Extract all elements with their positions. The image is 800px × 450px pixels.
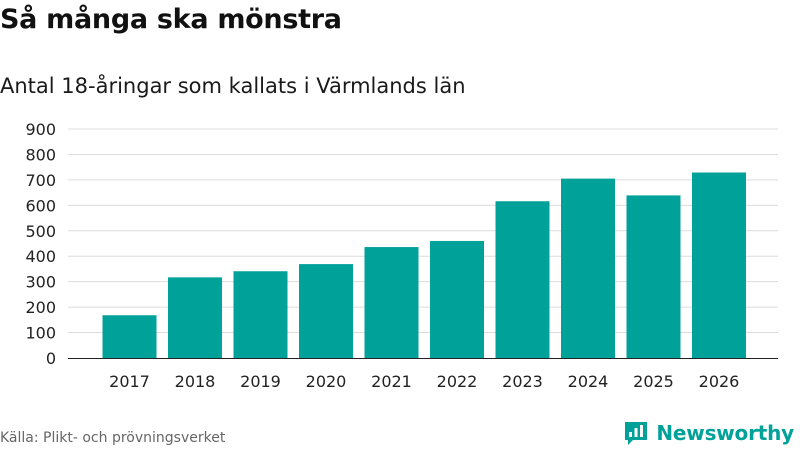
x-tick-label-2017: 2017 [109,372,150,391]
bars [102,172,746,358]
bar-chart-speech-bubble-icon [625,422,648,445]
y-tick-label: 0 [46,349,56,368]
y-axis-tick-labels: 0 100 200 300 400 500 600 700 800 900 [25,120,56,368]
y-tick-label: 500 [25,222,56,241]
x-tick-label-2026: 2026 [699,372,740,391]
brand-name: Newsworthy [656,421,794,445]
x-tick-label-2019: 2019 [240,372,281,391]
chart-title: Så många ska mönstra [0,4,342,35]
y-tick-label: 800 [25,145,56,164]
bar-2021 [364,247,419,358]
y-tick-label: 700 [25,171,56,190]
bar-2023 [495,201,550,358]
x-axis-tick-labels: 2017 2018 2019 2020 2021 2022 2023 2024 2025 2026 [109,372,739,391]
x-tick-label-2021: 2021 [371,372,412,391]
y-tick-label: 200 [25,298,56,317]
source-note: Källa: Plikt- och prövningsverket [0,430,226,446]
bar-2026 [692,172,746,358]
bar-2024 [561,178,615,358]
y-tick-label: 100 [25,324,56,343]
x-tick-label-2023: 2023 [502,372,543,391]
x-tick-label-2018: 2018 [175,372,216,391]
bar-2017 [102,315,157,358]
x-tick-label-2022: 2022 [437,372,478,391]
bar-2022 [430,240,484,358]
x-tick-label-2024: 2024 [568,372,609,391]
bar-2025 [626,195,681,358]
x-tick-label-2020: 2020 [306,372,347,391]
y-tick-label: 600 [25,196,56,215]
y-tick-label: 400 [25,247,56,266]
bar-2019 [233,271,288,358]
x-tick-label-2025: 2025 [633,372,674,391]
y-tick-label: 900 [25,120,56,139]
y-tick-label: 300 [25,273,56,292]
brand-logo: Newsworthy [623,419,794,447]
bar-2018 [168,277,222,358]
chart-subtitle: Antal 18-åringar som kallats i Värmlands… [0,74,466,98]
bar-2020 [299,264,353,358]
